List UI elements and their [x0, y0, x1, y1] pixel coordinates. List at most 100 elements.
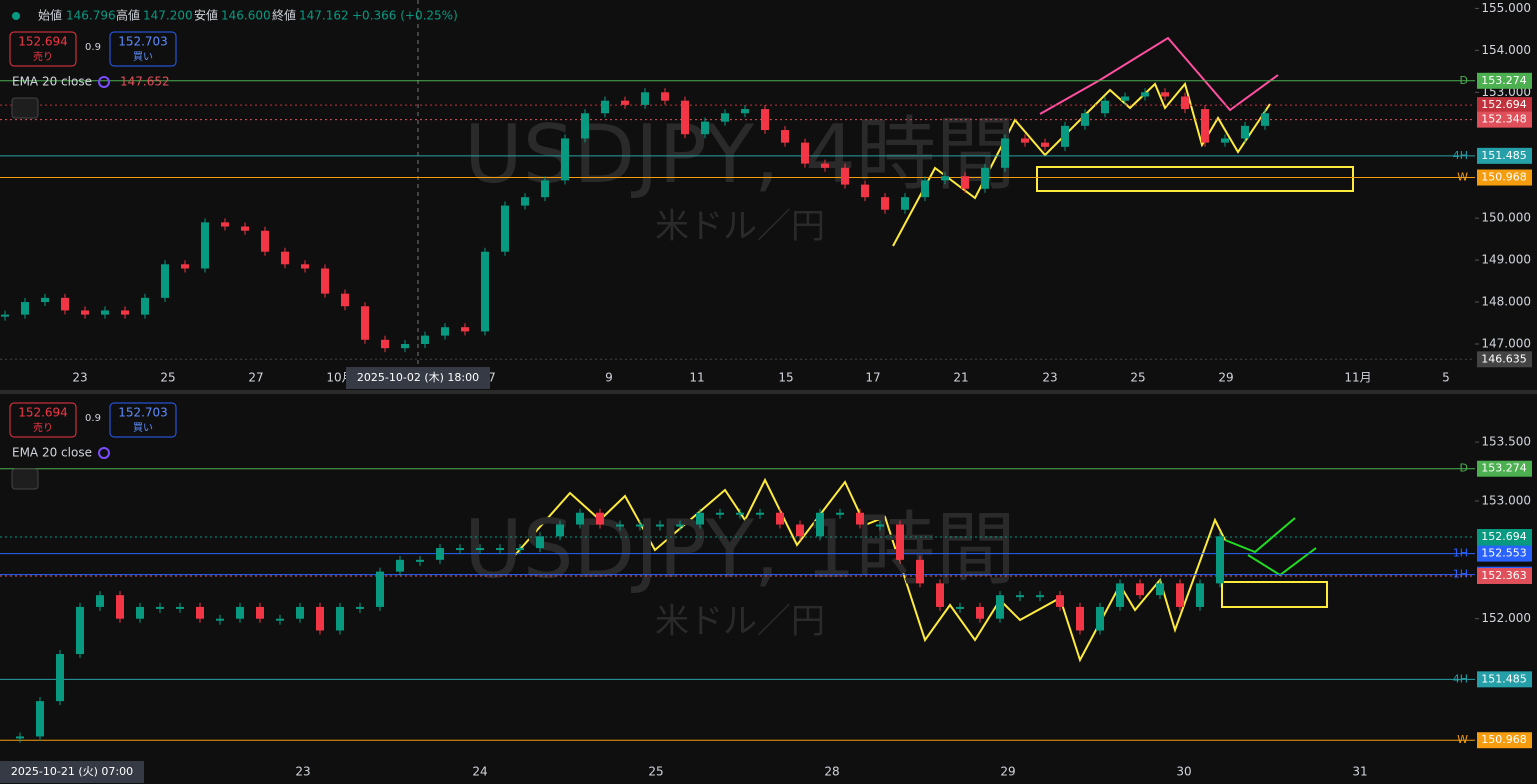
sell-price: 152.694: [18, 406, 68, 420]
candle: [596, 512, 604, 525]
candle: [816, 512, 824, 537]
candle: [621, 100, 629, 105]
candle: [81, 310, 89, 315]
indicator-icon[interactable]: [98, 447, 110, 459]
x-tick-label: 25: [1130, 371, 1145, 385]
collapse-button[interactable]: [11, 468, 39, 490]
level-tag: 4H: [1453, 149, 1468, 162]
x-tick-label: 7: [488, 371, 496, 385]
spread: 0.9: [85, 413, 101, 424]
y-tick-label: 149.000: [1481, 253, 1531, 267]
x-tick-label: 17: [865, 371, 880, 385]
candle: [436, 548, 444, 560]
candle: [381, 339, 389, 349]
candle: [976, 606, 984, 619]
ohlc-value: 146.600: [221, 9, 271, 23]
candle: [1101, 100, 1109, 114]
candle: [561, 138, 569, 181]
candle: [701, 121, 709, 135]
x-tick-label: 30: [1176, 765, 1191, 779]
candle: [121, 310, 129, 315]
candle: [376, 571, 384, 607]
candle: [21, 302, 29, 315]
buy-button[interactable]: [109, 402, 177, 438]
level-tag: W: [1457, 733, 1468, 746]
candle: [476, 548, 484, 551]
candle: [201, 222, 209, 269]
x-tick-label: 29: [1218, 371, 1233, 385]
sell-button[interactable]: [9, 31, 77, 67]
candle: [1181, 96, 1189, 110]
candle: [221, 222, 229, 227]
ohlc-value: 147.200: [143, 9, 193, 23]
price-tag: 151.485: [1481, 149, 1527, 162]
price-tag-bg: [1477, 545, 1532, 562]
candle: [1196, 583, 1204, 607]
price-tag-bg: [1477, 567, 1532, 584]
sell-price: 152.694: [18, 35, 68, 49]
buy-price: 152.703: [118, 406, 168, 420]
y-tick-label: 152.000: [1481, 611, 1531, 625]
candle: [361, 306, 369, 340]
collapse-button[interactable]: [11, 97, 39, 119]
candle: [76, 606, 84, 655]
x-tick-label: 23: [1042, 371, 1057, 385]
candle: [856, 512, 864, 525]
buy-button[interactable]: [109, 31, 177, 67]
candle: [736, 512, 744, 515]
candle: [536, 536, 544, 549]
candle: [1081, 113, 1089, 126]
price-tag: 151.485: [1481, 672, 1527, 685]
candle: [696, 512, 704, 525]
status-dot: [12, 12, 20, 20]
drawing: [1224, 517, 1296, 554]
x-tick-label: 23: [295, 765, 310, 779]
candle: [881, 197, 889, 210]
candle: [241, 226, 249, 231]
panel-bg: [0, 0, 1537, 390]
crosshair-label: 2025-10-21 (火) 07:00: [11, 765, 133, 778]
y-tick-label: 153.500: [1481, 435, 1531, 449]
drawing: [514, 477, 1226, 663]
price-tag: 152.363: [1481, 569, 1527, 582]
candle: [821, 163, 829, 168]
candle: [481, 251, 489, 332]
indicator-label: EMA 20 close: [12, 446, 92, 460]
candle: [616, 524, 624, 527]
candle: [541, 180, 549, 198]
candle: [416, 559, 424, 562]
buy-label: 買い: [133, 422, 153, 434]
price-tag-bg: [1477, 732, 1532, 749]
sell-label: 売り: [33, 50, 53, 63]
price-tag-bg: [1477, 169, 1532, 186]
price-tag: 152.694: [1481, 98, 1527, 111]
candle: [761, 109, 769, 131]
price-tag-bg: [1477, 460, 1532, 477]
watermark-sub: 米ドル／円: [655, 207, 825, 247]
candle: [756, 512, 764, 515]
ohlc-label: 安値: [194, 8, 218, 23]
candle: [1121, 96, 1129, 101]
indicator-icon[interactable]: [98, 76, 110, 88]
x-tick-label: 11: [689, 371, 704, 385]
candle: [836, 512, 844, 515]
candle: [216, 618, 224, 621]
y-tick-label: 147.000: [1481, 336, 1531, 350]
ohlc-value: 147.162: [299, 9, 349, 23]
price-tag-bg: [1477, 671, 1532, 688]
candle: [1141, 92, 1149, 97]
candle: [356, 606, 364, 609]
candle: [861, 184, 869, 198]
indicator-label: EMA 20 close: [12, 75, 92, 89]
sell-button[interactable]: [9, 402, 77, 438]
candle: [196, 606, 204, 619]
candle: [1216, 536, 1224, 584]
candle: [1036, 595, 1044, 598]
x-tick-label: 11月: [1344, 371, 1371, 385]
candle: [916, 559, 924, 584]
candle: [156, 606, 164, 609]
candle: [1016, 595, 1024, 598]
price-tag-bg: [1477, 72, 1532, 89]
ohlc-label: 高値: [116, 8, 140, 23]
